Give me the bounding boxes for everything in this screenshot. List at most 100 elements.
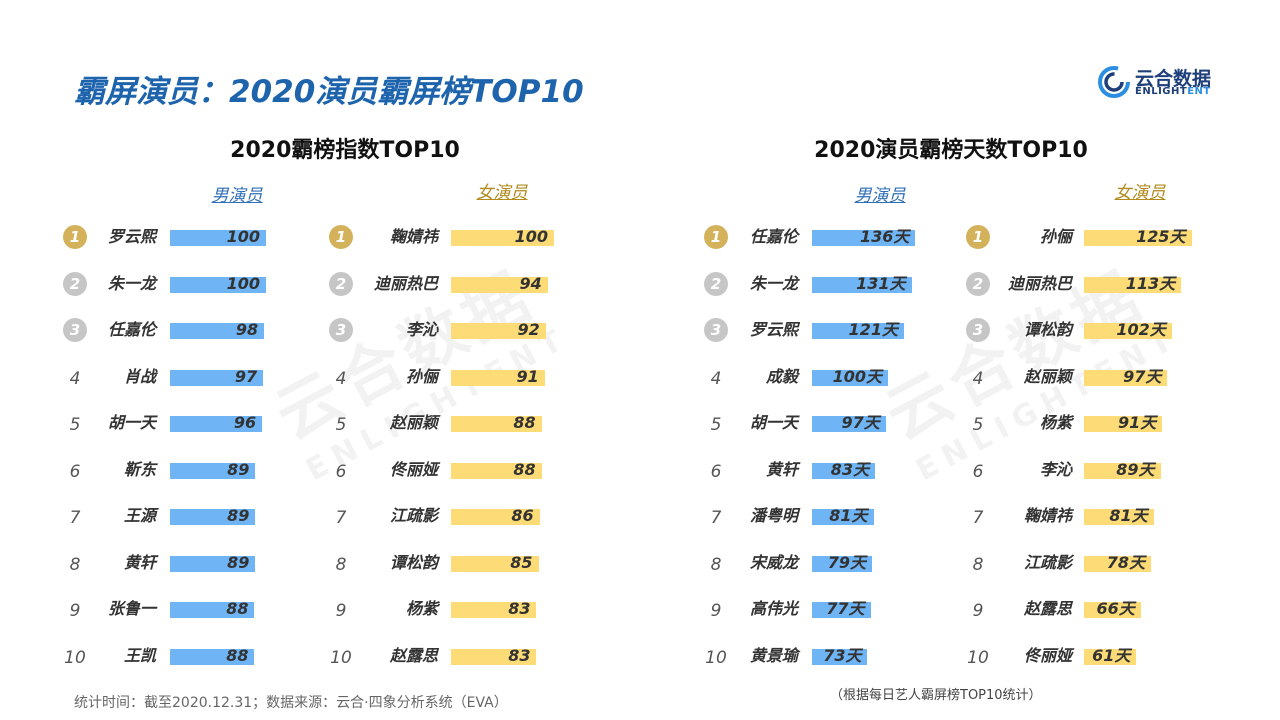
actor-name: 成毅 bbox=[765, 366, 798, 386]
rank-number: 5 bbox=[710, 415, 722, 435]
rank-number: 5 bbox=[69, 415, 81, 435]
data-bar bbox=[1084, 416, 1163, 432]
data-label: 125天 bbox=[1136, 227, 1186, 246]
data-bar bbox=[812, 462, 876, 479]
actor-name: 赵丽颖 bbox=[1023, 366, 1072, 386]
data-bar bbox=[170, 555, 256, 572]
data-label: 98 bbox=[235, 320, 259, 339]
data-label: 83 bbox=[508, 599, 531, 618]
rank-number: 4 bbox=[69, 368, 81, 389]
data-label: 89 bbox=[227, 459, 250, 479]
data-label: 97 bbox=[234, 366, 258, 386]
data-label: 78天 bbox=[1106, 552, 1146, 572]
data-label: 61天 bbox=[1092, 645, 1131, 665]
logo-subtitle: ENLIGHTENT bbox=[1135, 86, 1211, 97]
data-bar bbox=[170, 230, 266, 246]
rank-badge: 2 bbox=[966, 271, 990, 296]
rank-number: 5 bbox=[335, 415, 347, 435]
data-bar bbox=[451, 555, 539, 572]
data-label: 92 bbox=[517, 320, 540, 339]
data-bar bbox=[451, 462, 542, 479]
rank-badge: 2 bbox=[329, 271, 353, 296]
series-header-female: 女演员 bbox=[1114, 183, 1166, 203]
data-bar bbox=[451, 648, 537, 665]
rank-badge: 3 bbox=[329, 318, 353, 342]
actor-name: 王凯 bbox=[123, 645, 156, 665]
data-bar bbox=[812, 276, 912, 293]
actor-name: 孙俪 bbox=[405, 366, 438, 386]
data-bar bbox=[812, 555, 873, 572]
actor-name: 佟丽娅 bbox=[389, 459, 438, 479]
data-bar bbox=[170, 602, 255, 618]
data-label: 83 bbox=[508, 645, 531, 665]
rank-number: 10 bbox=[967, 647, 989, 668]
actor-name: 江疏影 bbox=[1023, 552, 1072, 572]
actor-name: 任嘉伦 bbox=[107, 320, 156, 339]
rank-number: 4 bbox=[335, 368, 347, 389]
data-label: 100 bbox=[226, 227, 260, 246]
data-label: 89天 bbox=[1116, 459, 1155, 479]
rank-number: 4 bbox=[710, 368, 722, 389]
actor-name: 赵丽颖 bbox=[389, 413, 438, 432]
rank-number: 7 bbox=[69, 508, 81, 528]
actor-name: 罗云熙 bbox=[107, 227, 156, 246]
actor-name: 李沁 bbox=[1039, 459, 1072, 479]
actor-name: 谭松韵 bbox=[389, 552, 438, 572]
data-label: 88 bbox=[513, 459, 536, 479]
rank-number: 10 bbox=[705, 647, 727, 668]
rank-number: 5 bbox=[972, 415, 984, 435]
rank-number: 6 bbox=[710, 461, 722, 482]
data-bar bbox=[1084, 602, 1141, 618]
data-label: 79天 bbox=[827, 552, 867, 572]
rank-number: 7 bbox=[972, 508, 984, 528]
data-bar bbox=[170, 648, 255, 665]
data-bar bbox=[1084, 323, 1172, 339]
actor-name: 赵露思 bbox=[1023, 599, 1072, 618]
rank-badge: 1 bbox=[966, 225, 990, 249]
rank-badge: 3 bbox=[63, 318, 87, 342]
rank-number: 8 bbox=[69, 554, 81, 575]
data-label: 100天 bbox=[832, 366, 882, 386]
data-bar bbox=[812, 509, 874, 525]
rank-number: 6 bbox=[335, 461, 347, 482]
data-bar bbox=[451, 276, 548, 293]
chart-title-1: 2020霸榜指数TOP10 bbox=[230, 138, 460, 163]
data-bar bbox=[451, 369, 545, 386]
data-bar bbox=[812, 230, 916, 246]
actor-name: 迪丽热巴 bbox=[1007, 273, 1072, 293]
logo-name: 云合数据 bbox=[1135, 68, 1212, 90]
actor-name: 江疏影 bbox=[389, 506, 438, 525]
data-label: 96 bbox=[233, 413, 257, 432]
data-label: 97天 bbox=[841, 413, 880, 432]
actor-name: 靳东 bbox=[123, 459, 156, 479]
data-label: 97天 bbox=[1123, 366, 1162, 386]
rank-badge: 1 bbox=[329, 225, 353, 249]
rank-number: 9 bbox=[972, 601, 984, 621]
actor-name: 李沁 bbox=[405, 320, 438, 339]
actor-name: 肖战 bbox=[123, 366, 156, 386]
actor-name: 任嘉伦 bbox=[749, 227, 798, 246]
data-bar bbox=[1084, 369, 1168, 386]
data-bar bbox=[451, 509, 540, 525]
data-label: 89 bbox=[227, 506, 250, 525]
data-bar bbox=[1084, 276, 1182, 293]
actor-name: 宋威龙 bbox=[749, 552, 798, 572]
actor-name: 迪丽热巴 bbox=[373, 273, 438, 293]
data-bar bbox=[170, 509, 256, 525]
rank-badge: 2 bbox=[63, 271, 87, 296]
rank-badge: 3 bbox=[966, 318, 990, 342]
actor-name: 孙俪 bbox=[1039, 227, 1072, 246]
actor-name: 张鲁一 bbox=[107, 599, 156, 618]
logo-icon bbox=[1098, 66, 1130, 98]
data-label: 88 bbox=[513, 413, 536, 432]
rank-number: 6 bbox=[69, 461, 81, 482]
rank-badge: 3 bbox=[704, 318, 728, 342]
actor-name: 黄轩 bbox=[123, 552, 156, 572]
data-label: 86 bbox=[511, 506, 534, 525]
data-label: 113天 bbox=[1125, 273, 1176, 293]
actor-name: 胡一天 bbox=[749, 413, 798, 432]
actor-name: 鞠婧祎 bbox=[389, 227, 438, 246]
series-header-female: 女演员 bbox=[476, 183, 528, 203]
data-bar bbox=[170, 462, 256, 479]
data-bar bbox=[812, 323, 904, 339]
